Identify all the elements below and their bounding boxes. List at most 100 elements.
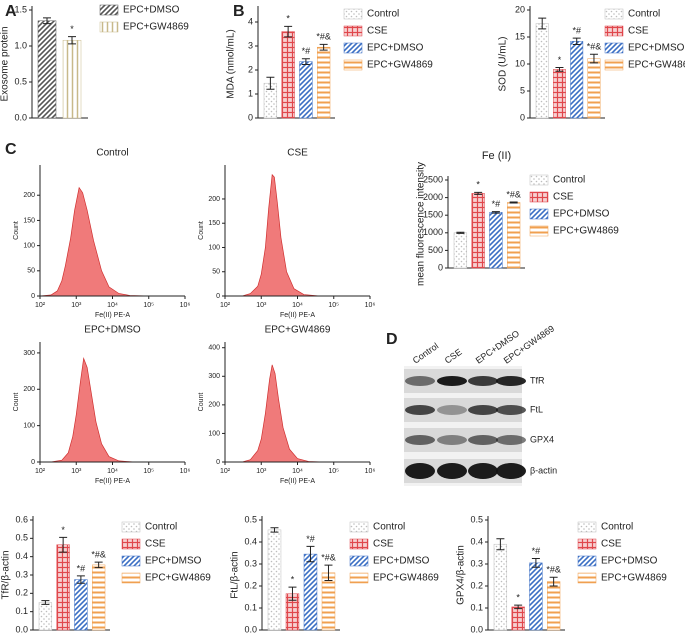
legend-label: EPC+GW4869 — [123, 22, 189, 33]
y-tick-label: 150 — [208, 220, 220, 227]
y-axis-label: Count — [13, 221, 20, 240]
y-tick-label: 50 — [212, 269, 220, 276]
x-tick-label: 10⁴ — [292, 468, 303, 475]
x-tick-label: 10⁶ — [365, 302, 376, 309]
y-tick-label: 4 — [248, 16, 253, 26]
error-bar — [474, 191, 483, 195]
bar — [529, 562, 543, 631]
significance-label: * — [516, 593, 520, 603]
y-tick-label: 300 — [23, 350, 35, 357]
bar — [511, 606, 525, 631]
y-tick-label: 1500 — [423, 210, 443, 220]
y-tick-label: 1.0 — [14, 40, 27, 50]
blot-band — [468, 376, 498, 386]
y-tick-label: 100 — [208, 244, 220, 251]
y-tick-label: 0 — [248, 112, 253, 122]
protein-label: GPX4 — [530, 434, 554, 444]
chart-title: EPC+GW4869 — [265, 325, 331, 336]
y-tick-label: 1.5 — [14, 4, 27, 14]
y-tick-label: 2 — [248, 64, 253, 74]
significance-label: *# — [77, 563, 86, 573]
blot-band — [437, 435, 467, 445]
lane-label: EPC+GW4869 — [502, 323, 556, 365]
bar — [321, 572, 336, 631]
bar — [570, 41, 584, 119]
error-bar — [301, 58, 310, 65]
y-tick-label: 2000 — [423, 192, 443, 202]
y-axis-label: FtL/β-actin — [230, 551, 241, 598]
y-tick-label: 200 — [208, 402, 220, 409]
legend-swatch — [604, 59, 624, 71]
y-tick-label: 20 — [515, 4, 525, 14]
x-tick-label: 10³ — [256, 468, 267, 475]
bar — [92, 564, 106, 631]
y-tick-label: 5 — [520, 85, 525, 95]
error-bar — [555, 67, 564, 72]
legend-swatch — [349, 538, 369, 550]
legend-label: CSE — [373, 539, 394, 550]
y-tick-label: 0.2 — [15, 588, 28, 598]
significance-label: *# — [572, 25, 581, 35]
blot-band — [496, 405, 526, 415]
y-tick-label: 0.1 — [15, 606, 28, 616]
legend-label: Control — [553, 175, 585, 186]
legend-swatch — [343, 8, 363, 20]
significance-label: * — [286, 14, 290, 24]
error-bar — [43, 17, 51, 25]
bar — [299, 61, 313, 119]
y-tick-label: 0.5 — [470, 514, 483, 524]
y-tick-label: 0 — [216, 293, 220, 300]
legend-label: EPC+DMSO — [145, 556, 202, 567]
y-axis-label: GPX4/β-actin — [456, 545, 467, 605]
legend-swatch — [577, 572, 597, 584]
error-bar — [589, 53, 598, 64]
error-bar — [306, 545, 315, 563]
x-axis-label: Fe(II) PE-A — [280, 478, 315, 485]
y-tick-label: 2500 — [423, 174, 443, 184]
x-axis-label: Fe(II) PE-A — [280, 312, 315, 319]
legend-label: Control — [145, 522, 177, 533]
y-axis-label: TfR/β-actin — [1, 550, 12, 599]
error-bar — [270, 527, 279, 533]
y-tick-label: 0 — [31, 459, 35, 466]
legend-label: EPC+DMSO — [628, 43, 685, 54]
panel-letter: C — [5, 141, 17, 158]
panel-letter: B — [233, 3, 245, 20]
x-tick-label: 10⁵ — [143, 468, 154, 475]
error-bar — [491, 211, 500, 214]
legend-label: CSE — [601, 539, 622, 550]
legend-swatch — [529, 208, 549, 220]
blot-band — [468, 405, 498, 415]
histogram-area — [50, 356, 135, 463]
lane-label: Control — [411, 341, 441, 366]
y-tick-label: 0.4 — [244, 536, 257, 546]
blot-band — [468, 463, 498, 479]
error-bar — [76, 575, 85, 584]
legend-swatch — [604, 8, 624, 20]
x-axis-label: Fe(II) PE-A — [95, 478, 130, 485]
legend-label: EPC+DMSO — [123, 5, 180, 16]
bar — [489, 212, 503, 269]
legend-label: CSE — [145, 539, 166, 550]
y-axis-label: Count — [198, 393, 205, 412]
bar — [553, 69, 566, 119]
x-tick-label: 10⁴ — [107, 302, 118, 309]
y-tick-label: 0.2 — [470, 580, 483, 590]
legend-label: EPC+DMSO — [367, 43, 424, 54]
y-tick-label: 0.4 — [470, 536, 483, 546]
x-tick-label: 10² — [35, 468, 46, 475]
bar — [37, 20, 57, 119]
significance-label: *#& — [316, 32, 331, 42]
x-tick-label: 10⁵ — [328, 302, 339, 309]
legend-label: EPC+DMSO — [373, 556, 430, 567]
y-tick-label: 0 — [31, 293, 35, 300]
y-axis-label: Count — [13, 393, 20, 412]
x-tick-label: 10³ — [256, 302, 267, 309]
error-bar — [288, 586, 297, 601]
x-tick-label: 10⁴ — [292, 302, 303, 309]
y-tick-label: 0.0 — [15, 624, 28, 634]
bar — [317, 46, 331, 119]
legend-swatch — [99, 4, 119, 16]
blot-band — [437, 463, 467, 479]
legend-swatch — [121, 572, 141, 584]
